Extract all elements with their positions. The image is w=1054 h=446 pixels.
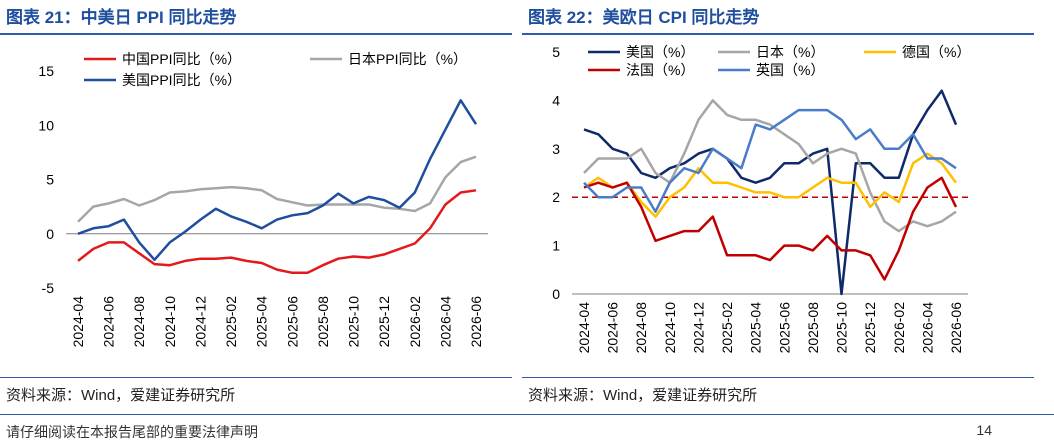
series-line	[77, 189, 477, 275]
x-tick-label: 2025-02	[223, 296, 239, 348]
legend-label: 美国PPI同比（%）	[122, 72, 241, 88]
x-tick-label: 2025-08	[805, 302, 821, 354]
x-tick-label: 2026-02	[891, 302, 907, 354]
y-tick-label: 3	[552, 141, 560, 157]
series-line	[583, 152, 958, 218]
legend-label: 日本PPI同比（%）	[348, 51, 467, 67]
title-rule	[0, 33, 512, 35]
chart-panel-ppi: 图表 21：中美日 PPI 同比走势 -5 0 5 10 15 2024-04 2024-0…	[0, 0, 512, 410]
legend-label: 美国（%）	[626, 44, 694, 60]
x-tick-label: 2026-06	[948, 302, 964, 354]
x-tick-label: 2025-04	[254, 296, 270, 348]
title-rule	[522, 33, 1034, 35]
x-tick-label: 2025-12	[862, 302, 878, 354]
ppi-line-chart: -5 0 5 10 15 2024-04 2024-06 2024-08 2024-10 2024…	[38, 51, 488, 348]
x-tick-label: 2024-04	[576, 302, 592, 354]
series-line	[77, 99, 478, 262]
series-line	[77, 155, 477, 223]
chart-title: 图表 21：中美日 PPI 同比走势	[6, 8, 237, 27]
y-tick-label: -5	[42, 280, 55, 296]
chart-source: 资料来源：Wind，爱建证券研究所	[528, 387, 758, 404]
y-tick-label: 5	[552, 44, 560, 60]
x-tick-label: 2025-02	[719, 302, 735, 354]
chart-title: 图表 22：美欧日 CPI 同比走势	[528, 8, 760, 27]
x-tick-label: 2024-12	[192, 296, 208, 348]
x-tick-label: 2025-06	[776, 302, 792, 354]
y-tick-label: 0	[46, 226, 54, 242]
x-tick-label: 2024-08	[633, 302, 649, 354]
x-tick-label: 2025-10	[834, 302, 850, 354]
legend-label: 中国PPI同比（%）	[122, 51, 241, 67]
legend-label: 德国（%）	[902, 44, 970, 60]
x-tick-label: 2025-10	[346, 296, 362, 348]
y-tick-label: 2	[552, 189, 560, 205]
x-tick-label: 2024-12	[690, 302, 706, 354]
y-tick-label: 0	[552, 286, 560, 302]
series-line	[583, 176, 958, 281]
legend-label: 日本（%）	[756, 44, 824, 60]
series-line	[583, 99, 957, 233]
x-tick-label: 2026-06	[468, 296, 484, 348]
y-tick-label: 4	[552, 92, 560, 108]
legend-label: 英国（%）	[756, 62, 824, 78]
footer-rule	[0, 414, 1054, 415]
x-tick-label: 2026-02	[407, 296, 423, 348]
series-line	[583, 89, 958, 296]
x-tick-label: 2024-10	[662, 302, 678, 354]
y-tick-label: 15	[38, 63, 54, 79]
x-tick-label: 2026-04	[437, 296, 453, 348]
x-tick-label: 2024-04	[70, 296, 86, 348]
y-tick-label: 5	[46, 172, 54, 188]
chart-source: 资料来源：Wind，爱建证券研究所	[6, 387, 236, 404]
cpi-line-chart: 0 1 2 3 4 5 2024-04 2024-06 2024-08 2024-10 2024-1…	[552, 44, 970, 354]
y-tick-label: 10	[38, 117, 54, 133]
y-tick-label: 1	[552, 238, 560, 254]
x-tick-label: 2026-04	[919, 302, 935, 354]
chart-panel-cpi: 图表 22：美欧日 CPI 同比走势 0 1 2 3 4 5 2024-04 2024-06 2…	[522, 0, 1034, 410]
x-tick-label: 2024-06	[101, 296, 117, 348]
source-rule	[0, 377, 512, 378]
x-tick-label: 2024-08	[131, 296, 147, 348]
x-tick-label: 2024-10	[162, 296, 178, 348]
page-number: 14	[976, 422, 992, 438]
x-tick-label: 2025-06	[284, 296, 300, 348]
series-line	[583, 108, 957, 213]
x-tick-label: 2025-08	[315, 296, 331, 348]
footer-disclaimer: 请仔细阅读在本报告尾部的重要法律声明	[6, 424, 258, 440]
legend-label: 法国（%）	[626, 62, 694, 78]
source-rule	[522, 377, 1034, 378]
x-tick-label: 2024-06	[605, 302, 621, 354]
x-tick-label: 2025-04	[748, 302, 764, 354]
x-tick-label: 2025-12	[376, 296, 392, 348]
